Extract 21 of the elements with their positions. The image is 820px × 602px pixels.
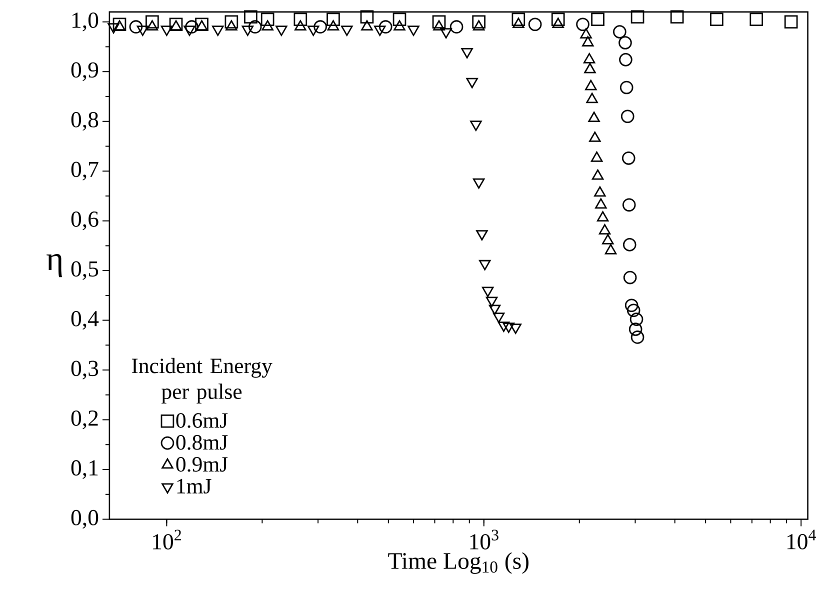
y-tick-label: 0,0 (71, 510, 98, 529)
y-tick-label: 1,0 (72, 12, 98, 32)
x-tick-label: 10$^{2}$ (153, 530, 181, 550)
y-tick-label: 0,6 (71, 212, 98, 230)
y-tick-label: 0,2 (71, 410, 98, 430)
legend-label: 0.6mJ (176, 413, 228, 428)
legend-label: 1mJ (177, 479, 212, 494)
x-tick-label: 10$^{3}$ (470, 530, 498, 550)
x-axis-title: Time Log$_{10}$ (s) (388, 552, 528, 574)
y-tick-label: 0,5 (71, 261, 98, 280)
legend-label: 0.8mJ (176, 435, 228, 450)
legend-title: Incident Energy per pulse (132, 358, 272, 404)
y-axis-title: η (46, 254, 62, 278)
y-tick-label: 0,7 (71, 162, 98, 181)
y-tick-label: 0,3 (71, 360, 98, 380)
legend-label: 0.9mJ (176, 457, 228, 472)
y-tick-label: 0,4 (71, 311, 99, 330)
x-tick-label: 10$^{4}$ (787, 530, 816, 550)
y-tick-label: 0,1 (71, 460, 98, 479)
y-tick-label: 0,8 (71, 112, 98, 131)
y-tick-label: 0,9 (71, 62, 98, 82)
